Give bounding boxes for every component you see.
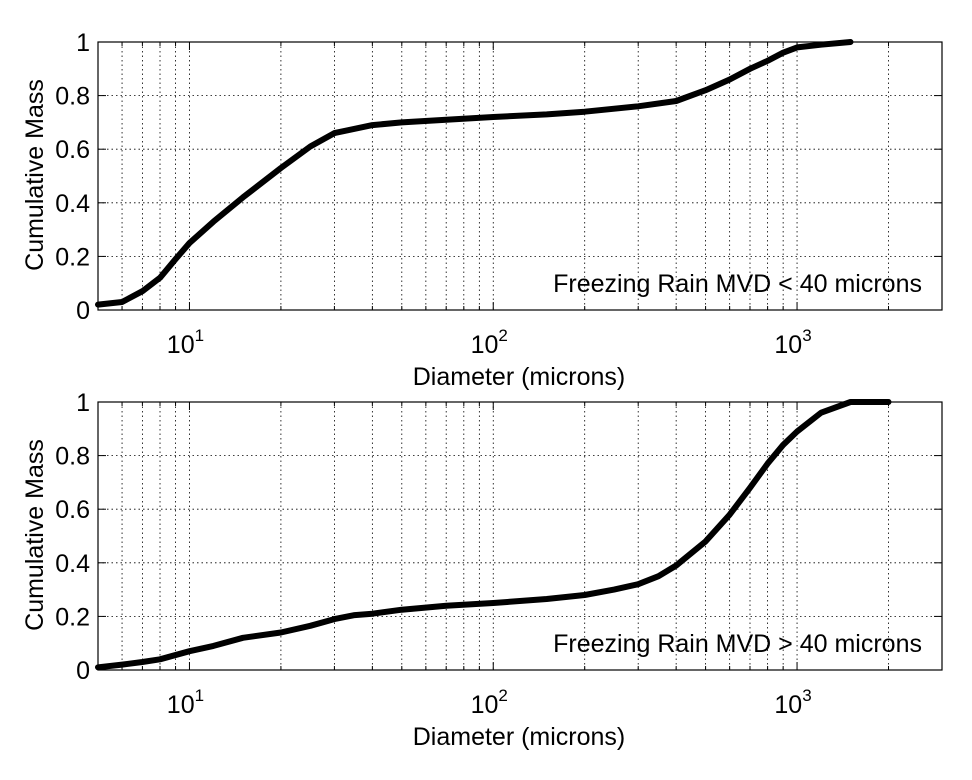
top-ytick-label: 1 [76, 29, 90, 57]
top-ytick-label: 0.4 [55, 190, 90, 218]
bottom-xtick-label: 102 [471, 686, 508, 719]
top-ylabel: Cumulative Mass [21, 79, 49, 271]
bottom-plot-area [98, 402, 942, 670]
chart-bottom: 0 0.2 0.4 0.6 0.8 1 101 102 103 Freezing Rain MVD… [21, 389, 943, 751]
top-annotation: Freezing Rain MVD < 40 microns [553, 270, 922, 298]
top-xtick-label: 103 [774, 326, 811, 359]
top-series-line [95, 39, 854, 308]
top-ytick-label: 0 [76, 297, 90, 325]
bottom-axes-box [97, 401, 943, 671]
bottom-xtick-label: 103 [774, 686, 811, 719]
bottom-grid [98, 402, 942, 670]
top-ytick-label: 0.2 [55, 243, 90, 271]
bottom-ytick-label: 1 [76, 389, 90, 417]
bottom-ytick-label: 0.8 [55, 443, 90, 471]
chart-top: 0 0.2 0.4 0.6 0.8 1 101 102 103 Freezing Rain MVD… [21, 29, 943, 391]
bottom-ylabel: Cumulative Mass [21, 439, 49, 631]
top-xlabel: Diameter (microns) [413, 363, 626, 391]
top-ytick-label: 0.8 [55, 83, 90, 111]
bottom-xtick-label: 101 [167, 686, 204, 719]
top-plot-area [98, 42, 942, 310]
top-xtick-label: 101 [167, 326, 204, 359]
top-xtick-label: 102 [471, 326, 508, 359]
bottom-series-line [95, 399, 892, 671]
bottom-ytick-label: 0.4 [55, 550, 90, 578]
bottom-annotation: Freezing Rain MVD > 40 microns [553, 630, 922, 658]
bottom-ytick-label: 0.2 [55, 603, 90, 631]
bottom-xlabel: Diameter (microns) [413, 723, 626, 751]
top-axes-box [97, 41, 943, 311]
bottom-ytick-label: 0.6 [55, 496, 90, 524]
top-ytick-label: 0.6 [55, 136, 90, 164]
bottom-ytick-label: 0 [76, 657, 90, 685]
